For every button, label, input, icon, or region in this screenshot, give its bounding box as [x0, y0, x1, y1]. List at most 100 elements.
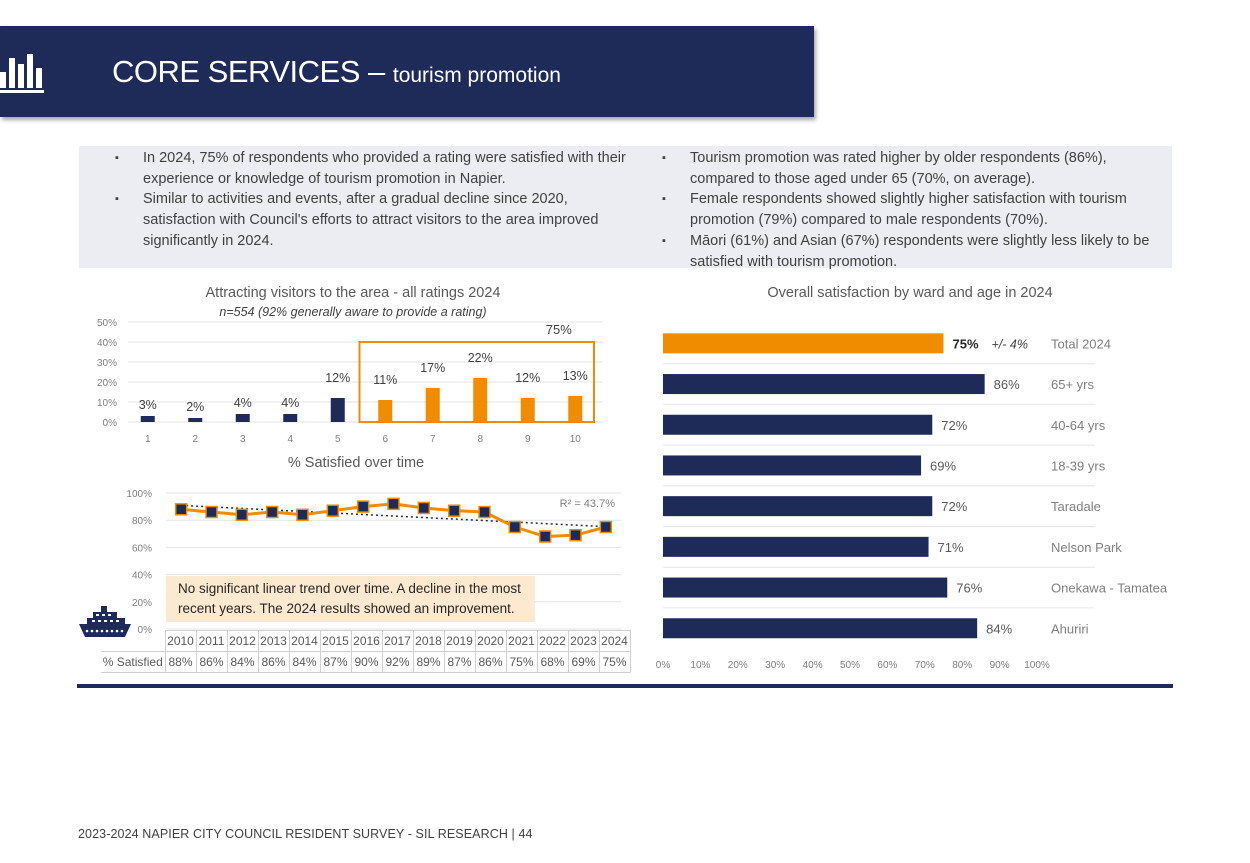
data-label: 71%: [938, 540, 964, 555]
ratings-chart: 0%10%20%30%40%50%3%12%24%34%412%511%617%…: [97, 318, 603, 445]
data-label: 72%: [941, 418, 967, 433]
value-cell: 86%: [474, 651, 507, 673]
data-point: [296, 508, 309, 522]
x-tick-label: 5: [335, 434, 341, 445]
highlight-box: [358, 341, 595, 423]
value-cell: 75%: [598, 651, 631, 673]
bar: [663, 536, 929, 557]
data-label: 2%: [186, 400, 204, 414]
x-tick-label: 3: [240, 434, 246, 445]
y-tick-label: 60%: [132, 543, 152, 554]
data-label: 4%: [234, 396, 252, 410]
y-tick-label: 100%: [126, 489, 152, 500]
year-cell: 2017: [381, 630, 414, 652]
data-point: [235, 508, 249, 522]
year-cell: 2023: [567, 630, 600, 652]
data-label: 17%: [420, 361, 445, 375]
year-cell: 2021: [505, 630, 538, 652]
trendline: [181, 504, 606, 528]
bullet-item: Female respondents showed slightly highe…: [662, 189, 1170, 230]
data-point: [356, 500, 370, 513]
data-label: 12%: [325, 371, 350, 385]
year-cell: 2011: [195, 630, 228, 652]
data-label: 86%: [994, 377, 1020, 392]
year-cell: 2010: [164, 630, 197, 652]
bar: [425, 388, 440, 422]
trend-chart: 0% 20% 40% 60% 80% 100% R² = 43.7%: [126, 489, 621, 636]
page-title: CORE SERVICES – tourism promotion: [112, 54, 561, 90]
bullet-item: Tourism promotion was rated higher by ol…: [662, 148, 1170, 189]
bar: [188, 418, 203, 422]
data-point: [569, 528, 582, 542]
bar: [473, 378, 488, 422]
bar: [663, 414, 933, 435]
x-tick-label: 10: [570, 434, 582, 445]
highlight-total-label: 75%: [546, 322, 572, 337]
bullet-item: Similar to activities and events, after …: [115, 189, 633, 251]
yearly-table: 2010 2011 2012 2013 2014 2015 2016 2017 2018 2019…: [101, 630, 631, 673]
data-label: 4%: [281, 396, 299, 410]
x-tick-label: 60%: [877, 660, 897, 671]
year-cell: 2022: [536, 630, 569, 652]
data-point: [326, 504, 340, 517]
margin-of-error-label: +/- 4%: [992, 337, 1028, 351]
row-label: % Satisfied: [101, 651, 166, 673]
trend-note: No significant linear trend over time. A…: [166, 576, 535, 622]
year-cell: 2019: [443, 630, 476, 652]
ward-chart-title: Overall satisfaction by ward and age in …: [767, 285, 1053, 301]
bullet-item: In 2024, 75% of respondents who provided…: [115, 148, 633, 189]
value-cell: 75%: [505, 651, 538, 673]
category-label: Ahuriri: [1051, 621, 1089, 636]
year-cell: 2016: [350, 630, 383, 652]
data-label: 22%: [468, 351, 493, 365]
footer: 2023-2024 NAPIER CITY COUNCIL RESIDENT S…: [78, 827, 533, 841]
data-point: [417, 501, 431, 515]
value-cell: 92%: [381, 651, 414, 673]
bar: [520, 398, 535, 422]
bar: [330, 398, 345, 422]
bar-chart-icon: [0, 54, 44, 93]
data-point: [174, 503, 188, 516]
x-tick-label: 7: [430, 434, 436, 445]
cruise-ship-icon: [79, 606, 131, 637]
y-tick-label: 40%: [97, 338, 117, 349]
value-cell: 90%: [350, 651, 383, 673]
data-label: 13%: [563, 369, 588, 383]
category-label: 40-64 yrs: [1051, 418, 1106, 433]
value-cell: 68%: [536, 651, 569, 673]
year-cell: 2024: [598, 630, 631, 652]
category-label: Taradale: [1051, 499, 1101, 514]
x-tick-label: 10%: [690, 660, 710, 671]
data-label: 69%: [930, 458, 956, 473]
value-cell: 89%: [412, 651, 445, 673]
y-tick-label: 40%: [132, 571, 152, 582]
data-label: 75%: [953, 336, 979, 351]
x-tick-label: 0%: [656, 660, 671, 671]
ward-chart: 75% Total 2024 86% 65+ yrs 72% 40-64 yrs 69% 18…: [656, 333, 1168, 671]
bar: [663, 455, 922, 476]
y-tick-label: 0%: [103, 418, 118, 429]
year-cell: 2015: [319, 630, 352, 652]
page-title-main: CORE SERVICES –: [112, 54, 393, 89]
x-tick-label: 20%: [728, 660, 748, 671]
data-point: [599, 520, 613, 534]
y-tick-label: 30%: [97, 358, 117, 369]
bar: [283, 414, 298, 422]
data-point: [538, 530, 552, 543]
r-squared-label: R² = 43.7%: [560, 498, 616, 510]
x-tick-label: 50%: [840, 660, 860, 671]
bar: [235, 414, 250, 422]
y-tick-label: 80%: [132, 516, 152, 527]
value-cell: 87%: [443, 651, 476, 673]
x-tick-label: 80%: [952, 660, 972, 671]
value-cell: 86%: [195, 651, 228, 673]
page-header: CORE SERVICES – tourism promotion: [0, 26, 814, 117]
x-tick-label: 40%: [803, 660, 823, 671]
bar: [140, 416, 155, 422]
x-tick-label: 4: [287, 434, 293, 445]
x-tick-label: 100%: [1024, 660, 1050, 671]
y-tick-label: 0%: [138, 625, 153, 636]
bullet-item: Māori (61%) and Asian (67%) respondents …: [662, 231, 1170, 272]
bar: [663, 577, 948, 598]
x-tick-label: 9: [525, 434, 531, 445]
